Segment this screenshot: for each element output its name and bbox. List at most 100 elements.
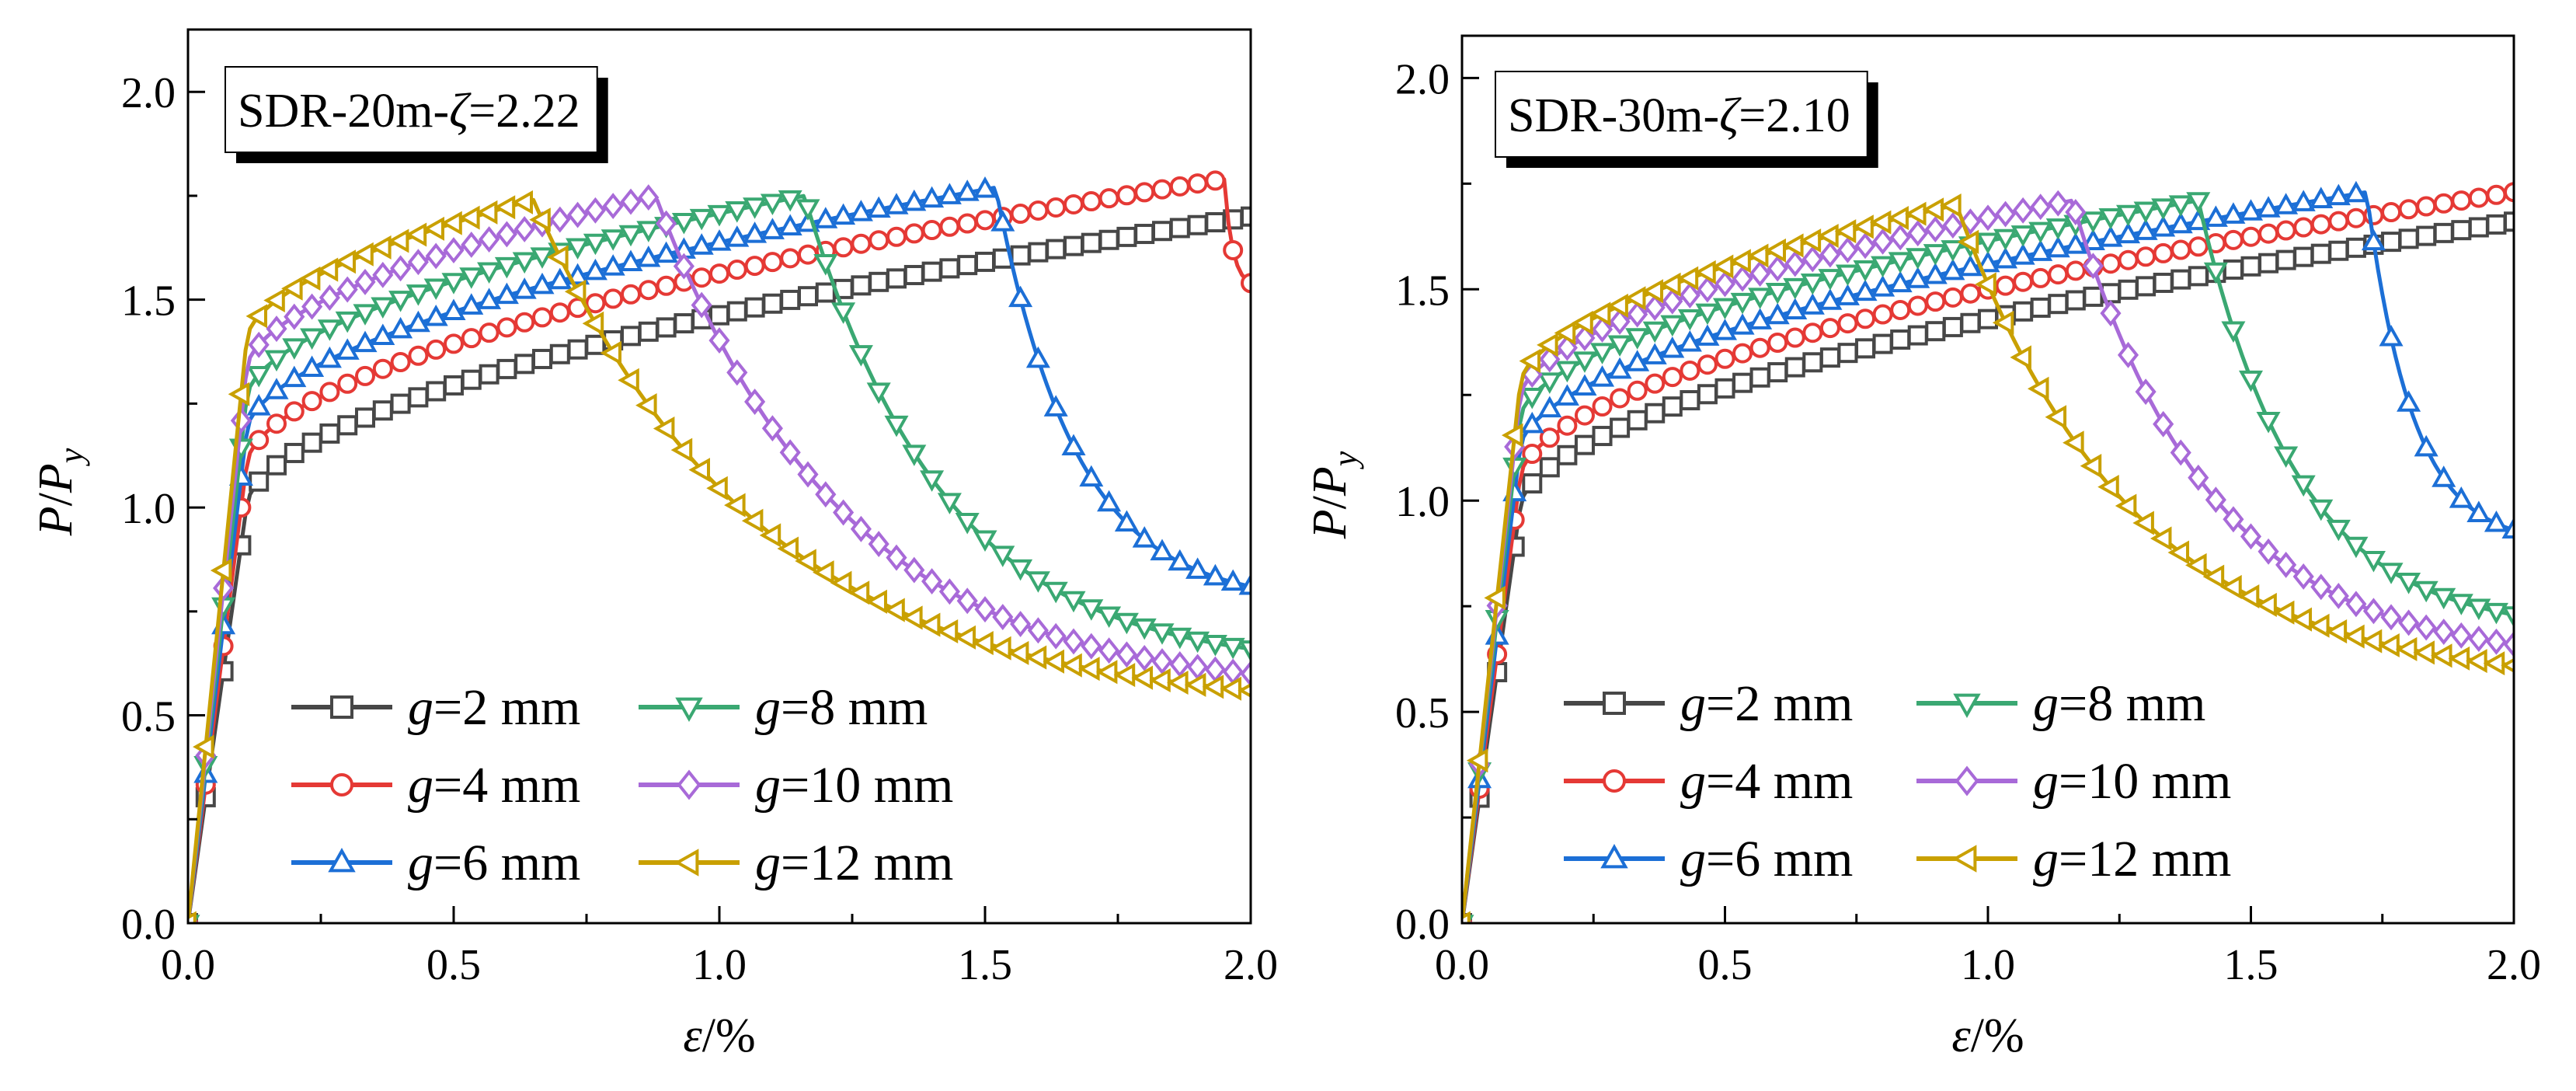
data-point-g10 bbox=[1819, 241, 1841, 268]
data-point-g8 bbox=[2414, 580, 2438, 603]
data-point-g10 bbox=[2117, 341, 2139, 368]
data-point-g6 bbox=[1554, 384, 1579, 406]
data-point-g12 bbox=[1957, 229, 1979, 254]
legend-item-g12: g=12 mm bbox=[1916, 831, 2231, 887]
data-point-g4 bbox=[726, 260, 747, 281]
data-point-g12 bbox=[582, 311, 604, 336]
data-point-g12 bbox=[2097, 475, 2119, 500]
data-point-g2 bbox=[1134, 224, 1155, 245]
data-point-g12 bbox=[865, 589, 887, 614]
data-point-g8 bbox=[1748, 288, 1773, 309]
data-point-g8 bbox=[707, 204, 732, 227]
data-point-g2 bbox=[2136, 276, 2157, 297]
data-point-g10 bbox=[638, 184, 660, 211]
data-point-g8 bbox=[1993, 228, 2018, 251]
data-point-g4 bbox=[709, 263, 729, 284]
data-point-g6 bbox=[423, 304, 448, 326]
data-point-g6 bbox=[371, 323, 395, 345]
data-point-g8 bbox=[937, 493, 962, 514]
data-point-g6 bbox=[1976, 250, 2000, 273]
data-point-g4 bbox=[1627, 380, 1648, 401]
data-point-g12 bbox=[1729, 249, 1751, 274]
data-point-g6 bbox=[583, 258, 607, 281]
y-axis-label-left: P/Py bbox=[30, 448, 90, 536]
legend-marker bbox=[1603, 692, 1626, 715]
data-point-g10 bbox=[1045, 622, 1067, 650]
data-point-g4 bbox=[355, 365, 375, 386]
data-point-g10 bbox=[779, 439, 801, 466]
data-point-g10 bbox=[1889, 224, 1911, 251]
data-point-g12 bbox=[1905, 201, 1927, 226]
data-point-g2 bbox=[2398, 228, 2419, 249]
data-point-g4 bbox=[621, 284, 641, 305]
data-point-g10 bbox=[815, 481, 837, 508]
data-point-g12 bbox=[1060, 653, 1082, 678]
data-point-g10 bbox=[2153, 410, 2174, 437]
data-point-g2 bbox=[798, 286, 818, 307]
data-point-g2 bbox=[1116, 226, 1137, 247]
data-point-g6 bbox=[2080, 228, 2105, 251]
data-point-g8 bbox=[902, 444, 927, 466]
data-point-g10 bbox=[1854, 232, 1876, 260]
data-point-g12 bbox=[1167, 670, 1189, 695]
data-point-g6 bbox=[2414, 434, 2438, 457]
data-point-g6 bbox=[1150, 539, 1175, 561]
data-point-g2 bbox=[585, 334, 606, 355]
data-point-g10 bbox=[1609, 308, 1631, 335]
data-point-g2 bbox=[2188, 266, 2209, 287]
data-point-g6 bbox=[725, 225, 750, 247]
legend-left: g=2 mm g=4 mm g=6 mm g=8 mm g=10 mm g=12 mm bbox=[291, 679, 953, 891]
data-point-g4 bbox=[1223, 239, 1244, 260]
data-point-g4 bbox=[762, 252, 783, 273]
data-point-g12 bbox=[1641, 279, 1664, 304]
chart-panel-left: 0.0 0.5 1.0 1.5 2.00.00.51.01.52.0 P/Py ε/% … bbox=[30, 28, 1278, 1062]
data-point-g2 bbox=[301, 432, 322, 453]
data-point-g6 bbox=[2203, 205, 2228, 227]
data-point-g10 bbox=[797, 461, 819, 488]
data-point-g12 bbox=[1607, 293, 1628, 318]
data-point-g4 bbox=[886, 226, 907, 247]
data-point-g12 bbox=[2045, 405, 2067, 430]
data-point-g4 bbox=[284, 401, 305, 422]
data-point-g4 bbox=[2345, 207, 2366, 228]
data-point-g4 bbox=[1767, 333, 1788, 354]
y-axis-numerator: P bbox=[30, 506, 82, 536]
data-point-g8 bbox=[1572, 351, 1597, 373]
data-point-g8 bbox=[2291, 475, 2316, 497]
data-point-g10 bbox=[2065, 199, 2087, 225]
data-point-g2 bbox=[762, 293, 783, 314]
data-point-g8 bbox=[2432, 587, 2456, 610]
data-point-g10 bbox=[1098, 637, 1120, 664]
data-point-g6 bbox=[1888, 270, 1913, 293]
data-point-g2 bbox=[1714, 378, 1735, 399]
data-point-g2 bbox=[939, 258, 960, 279]
data-point-g8 bbox=[1185, 631, 1210, 654]
data-point-g12 bbox=[2448, 646, 2470, 671]
data-point-g10 bbox=[921, 568, 943, 595]
data-point-g2 bbox=[2013, 301, 2034, 322]
x-tick-label: 1.0 bbox=[692, 941, 747, 989]
data-point-g10 bbox=[2415, 614, 2437, 641]
data-point-g8 bbox=[1079, 599, 1104, 621]
data-point-g2 bbox=[1081, 232, 1102, 253]
data-point-g10 bbox=[1679, 282, 1701, 308]
data-point-g8 bbox=[795, 199, 820, 221]
data-point-g6 bbox=[1712, 319, 1738, 340]
data-point-g10 bbox=[2188, 464, 2209, 491]
legend-label: g=6 mm bbox=[1680, 831, 1853, 887]
legend-marker bbox=[1600, 843, 1628, 869]
data-point-g8 bbox=[1712, 298, 1738, 320]
data-point-g10 bbox=[2135, 378, 2157, 406]
data-point-g10 bbox=[1081, 633, 1102, 660]
data-point-g6 bbox=[937, 183, 962, 204]
data-point-g10 bbox=[2275, 551, 2297, 578]
data-point-g12 bbox=[529, 207, 551, 232]
data-point-g2 bbox=[1645, 403, 1666, 424]
data-point-g4 bbox=[1539, 427, 1560, 448]
x-tick-label: 0.5 bbox=[426, 941, 481, 989]
data-point-g6 bbox=[884, 193, 909, 214]
data-point-g6 bbox=[1818, 288, 1843, 310]
data-point-g6 bbox=[778, 214, 802, 236]
data-point-g2 bbox=[2275, 249, 2296, 270]
data-point-g6 bbox=[600, 254, 625, 276]
